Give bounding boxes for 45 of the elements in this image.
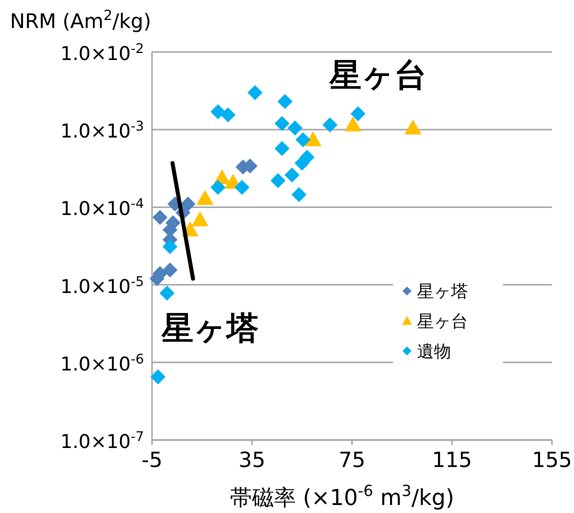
point	[234, 180, 250, 195]
point	[294, 156, 310, 171]
y-tick-label: 1.0×10$^{-6}$	[60, 352, 144, 376]
annotation: 星ヶ塔	[160, 309, 258, 347]
point	[288, 120, 302, 136]
point	[220, 107, 236, 122]
point	[150, 369, 166, 384]
y-axis-title: NRM (Am$^{2}$/kg)	[10, 8, 152, 33]
point	[284, 168, 300, 182]
x-tick-label: 115	[432, 448, 472, 472]
point	[162, 239, 178, 254]
point	[350, 106, 366, 122]
point	[274, 116, 290, 131]
point	[270, 173, 286, 188]
y-tick-label: 1.0×10$^{-4}$	[60, 196, 144, 220]
y-tick-label: 1.0×10$^{-3}$	[60, 119, 144, 143]
annotation: 星ヶ台	[328, 56, 426, 94]
y-tick-label: 1.0×10$^{-5}$	[60, 274, 144, 298]
point	[292, 187, 306, 202]
x-tick-label: 75	[338, 448, 366, 472]
y-tick-label: 1.0×10$^{-2}$	[60, 42, 144, 65]
point	[278, 94, 292, 110]
x-tick-label: -5	[142, 448, 162, 472]
x-tick-label: 155	[532, 448, 572, 472]
legend-label: 遺物	[417, 342, 451, 362]
point	[152, 210, 168, 225]
point	[210, 180, 226, 195]
legend-label: 星ヶ台	[417, 312, 468, 332]
x-axis-title: 帯磁率 (×10$^{-6}$ m$^{3}$/kg)	[230, 482, 454, 511]
point	[344, 116, 362, 132]
point	[404, 119, 422, 134]
point	[274, 141, 290, 156]
point	[296, 132, 310, 148]
x-tick-label: 35	[238, 448, 266, 472]
point	[322, 117, 338, 132]
point	[162, 262, 178, 278]
legend-label: 星ヶ塔	[417, 282, 468, 302]
point	[196, 190, 214, 205]
y-tick-label: 1.0×10$^{-7}$	[60, 430, 144, 453]
point	[192, 211, 208, 226]
point	[248, 85, 262, 100]
point	[210, 104, 226, 120]
point	[180, 196, 196, 212]
point	[304, 131, 322, 146]
point	[160, 286, 174, 301]
